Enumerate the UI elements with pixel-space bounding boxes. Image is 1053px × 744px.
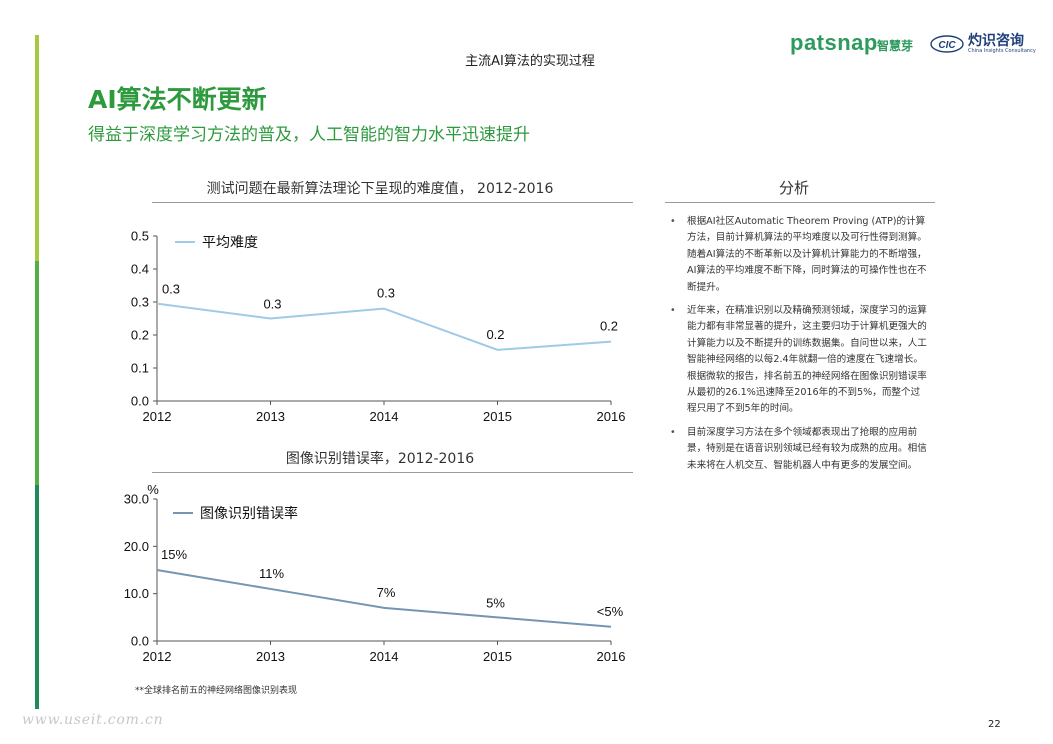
chart2-y-tick-label: 30.0 — [124, 492, 149, 507]
chart1-x-tick-label: 2016 — [597, 409, 626, 424]
chart1-y-tick-label: 0.5 — [131, 229, 149, 244]
chart2-x-tick-label: 2013 — [256, 649, 285, 664]
cic-logo-icon: CIC — [930, 35, 964, 53]
chart2-series-line — [156, 569, 612, 628]
chart1-x-tick-label: 2014 — [370, 409, 399, 424]
chart1-data-label: 0.3 — [263, 297, 281, 312]
chart2-data-label: 15% — [161, 547, 187, 562]
chart2-y-axis-label: % — [147, 482, 159, 497]
bullet-icon: • — [670, 426, 676, 438]
page-subtitle: 得益于深度学习方法的普及，人工智能的智力水平迅速提升 — [88, 125, 530, 145]
chart1-y-tick-label: 0.1 — [131, 361, 149, 376]
chart2-x-tick-label: 2015 — [483, 649, 512, 664]
chart2-legend-label: 图像识别错误率 — [200, 505, 298, 521]
analysis-item: • 目前深度学习方法在多个领域都表现出了抢眼的应用前景，特别是在语音识别领域已经有… — [670, 426, 927, 471]
chart1-y-tick-label: 0.3 — [131, 295, 149, 310]
chart1-series-line — [156, 302, 612, 351]
chart2-x-tick-label: 2012 — [143, 649, 172, 664]
patsnap-logo-cn: 智慧芽 — [877, 39, 914, 53]
chart1-y-tick-label: 0.4 — [131, 262, 149, 277]
chart2-y-tick-label: 0.0 — [131, 634, 149, 649]
chart2-data-label: 11% — [259, 566, 284, 581]
chart2-data-label: 5% — [486, 595, 505, 610]
error-rate-line-chart: 0.0 10.0 20.0 30.0 2012 2013 2014 2015 2016% 15% 1… — [124, 482, 626, 664]
chart2-title: 图像识别错误率，2012-2016 — [285, 451, 475, 467]
chart1-y-tick-label: 0.0 — [131, 394, 149, 409]
chart2-y-tick-label: 10.0 — [124, 586, 149, 601]
chart1-y-tick-label: 0.2 — [131, 328, 149, 343]
analysis-title: 分析 — [778, 179, 809, 197]
analysis-title-rule — [665, 202, 935, 203]
patsnap-logo: patsnap — [790, 30, 878, 55]
bullet-icon: • — [670, 216, 676, 227]
cic-logo-mark: CIC — [938, 40, 956, 51]
analysis-item: • 近年来，在精准识别以及精确预测领域，深度学习的运算能力都有非常显著的提升，这主… — [670, 305, 927, 415]
chart1-data-label: 0.3 — [162, 282, 180, 297]
chart1-x-tick-label: 2015 — [483, 409, 512, 424]
analysis-item: • 根据AI社区Automatic Theorem Proving (ATP)的计… — [670, 216, 927, 293]
side-accent-bar-middle — [35, 261, 39, 485]
cic-logo-cn: 灼识咨询 — [968, 33, 1024, 49]
analysis-list: • 根据AI社区Automatic Theorem Proving (ATP)的计… — [670, 214, 928, 481]
chart1-title-rule — [152, 202, 633, 203]
chart1-data-label: 0.3 — [377, 286, 395, 301]
header-title: 主流AI算法的实现过程 — [465, 54, 595, 69]
bullet-icon: • — [670, 305, 676, 317]
chart1-title: 测试问题在最新算法理论下呈现的难度值， 2012-2016 — [206, 181, 554, 197]
cic-logo-en: China Insights Consultancy — [968, 48, 1036, 54]
difficulty-line-chart: 0.0 0.1 0.2 0.3 0.4 0.5 2012 2013 2014 2015 2016 0.… — [131, 229, 626, 425]
chart2-x-tick-label: 2014 — [370, 649, 399, 664]
chart1-data-label: 0.2 — [600, 319, 618, 334]
footnote: **全球排名前五的神经网络图像识别表现 — [135, 686, 298, 696]
page-number: 22 — [988, 719, 1001, 730]
side-accent-bar-top — [35, 35, 39, 261]
chart2-x-tick-label: 2016 — [597, 649, 626, 664]
chart2-data-label: 7% — [377, 585, 396, 600]
chart1-x-tick-label: 2013 — [256, 409, 285, 424]
chart2-y-tick-label: 20.0 — [124, 539, 149, 554]
chart1-data-label: 0.2 — [486, 327, 504, 342]
chart1-x-tick-label: 2012 — [143, 409, 172, 424]
watermark: www.useit.com.cn — [22, 712, 164, 728]
side-accent-bar-bottom — [35, 485, 39, 709]
chart1-legend-label: 平均难度 — [202, 234, 258, 250]
page-title: AI算法不断更新 — [88, 85, 267, 114]
chart2-title-rule — [152, 472, 633, 473]
chart2-data-label: <5% — [597, 604, 624, 619]
